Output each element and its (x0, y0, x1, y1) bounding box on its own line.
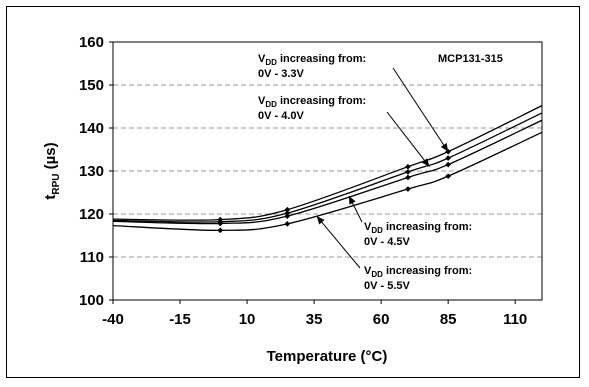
annotation-series-2-line1: VDD increasing from: (258, 95, 366, 109)
y-tick-label: 140 (79, 120, 104, 137)
grid-lines (113, 85, 542, 257)
x-tick-label: -40 (102, 311, 124, 328)
annotation-arrowhead-4 (317, 216, 325, 224)
series-1-point (405, 164, 411, 170)
annotation-series-2-line2: 0V - 4.0V (258, 110, 305, 122)
series-3-point (445, 162, 451, 168)
series-2-line (113, 113, 542, 222)
annotation-arrow-1 (393, 68, 448, 152)
y-axis-label: tRPU (µs) (42, 142, 62, 199)
y-tick-label: 160 (79, 34, 104, 51)
x-tick-labels: -40 -15 10 35 60 85 110 (102, 300, 527, 328)
annotation-arrow-4 (317, 216, 360, 268)
series-4-line (113, 132, 542, 230)
y-tick-label: 150 (79, 77, 104, 94)
annotation-arrowhead-1 (441, 143, 448, 152)
part-label: MCP131-315 (438, 53, 503, 65)
series-2 (113, 113, 542, 225)
series-3 (113, 120, 542, 226)
x-tick-label: -15 (169, 311, 191, 328)
series-3-point (405, 175, 411, 181)
legend-annotations: VDD increasing from: 0V - 3.3V VDD incre… (258, 53, 472, 292)
annotation-series-4-line2: 0V - 5.5V (364, 280, 411, 292)
y-tick-label: 130 (79, 163, 104, 180)
annotation-series-4-line1: VDD increasing from: (364, 265, 472, 279)
x-tick-label: 85 (440, 311, 457, 328)
series-2-point (445, 155, 451, 161)
series-4-point (405, 186, 411, 192)
y-tick-label: 110 (80, 249, 104, 266)
annotation-series-3-line1: VDD increasing from: (364, 221, 472, 235)
x-tick-label: 60 (373, 311, 390, 328)
x-tick-label: 10 (239, 311, 256, 328)
series-4 (113, 132, 542, 233)
y-tick-label: 120 (79, 206, 104, 223)
series-4-point (217, 228, 223, 234)
series-4-point (284, 221, 290, 227)
series-3-line (113, 120, 542, 223)
x-tick-label: 110 (503, 311, 527, 328)
series-2-point (405, 169, 411, 175)
annotation-series-1-line1: VDD increasing from: (258, 53, 366, 67)
x-axis-label: Temperature (°C) (267, 348, 388, 365)
y-tick-label: 100 (79, 292, 104, 309)
x-tick-label: 35 (306, 311, 323, 328)
annotation-series-1-line2: 0V - 3.3V (258, 68, 305, 80)
series-1 (113, 106, 542, 223)
annotation-arrow-2 (387, 112, 429, 167)
annotation-series-3-line2: 0V - 4.5V (364, 236, 411, 248)
series-4-point (445, 173, 451, 179)
y-tick-labels: 100 110 120 130 140 150 160 (79, 34, 113, 309)
